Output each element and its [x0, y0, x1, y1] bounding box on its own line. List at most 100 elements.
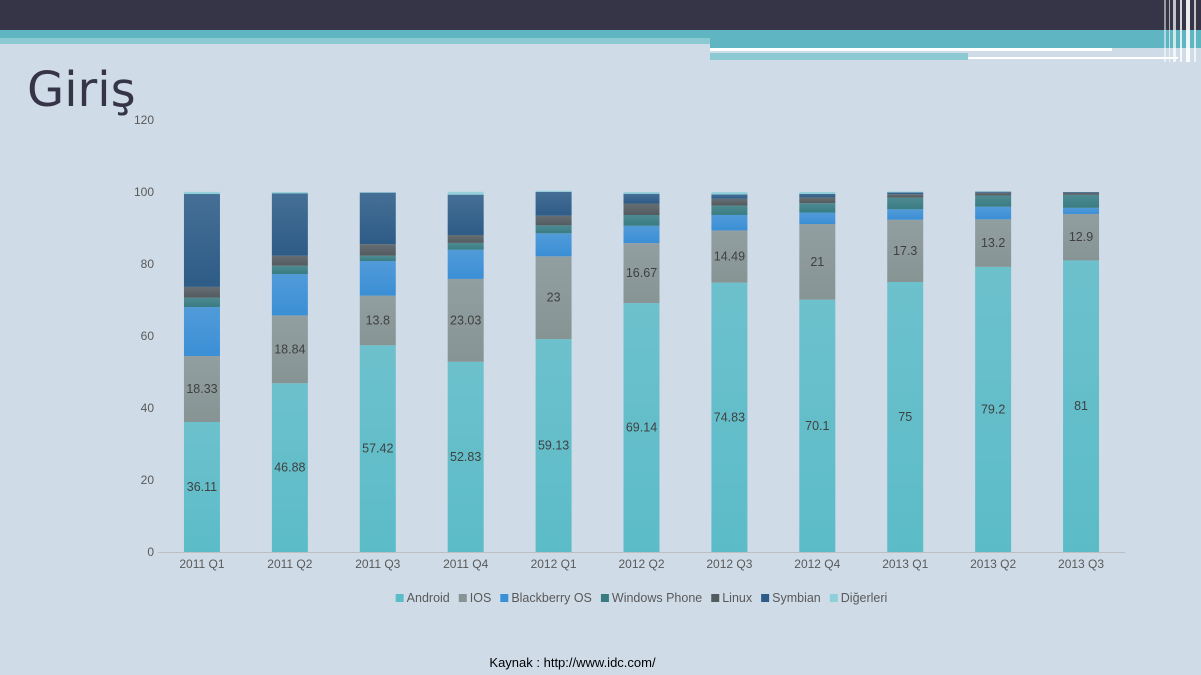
bar-segment: [623, 225, 660, 244]
bar-segment: [887, 197, 924, 210]
bar-segment: [887, 191, 924, 193]
bar-segment: [183, 307, 220, 357]
legend-label: IOS: [470, 591, 492, 605]
bar-segment: [1063, 192, 1100, 195]
bar-segment: [359, 345, 396, 552]
bar-segment: [359, 255, 396, 262]
bar-segment: [711, 198, 748, 206]
y-tick-label: 80: [141, 257, 155, 271]
bar-segment: [271, 274, 308, 316]
legend-label: Android: [407, 591, 450, 605]
bar-segment: [535, 191, 572, 216]
bar-segment: [359, 295, 396, 346]
bar-segment: [271, 383, 308, 552]
bar-segment: [623, 243, 660, 304]
accent-stripe-right: [710, 38, 1201, 48]
bar-segment: [447, 249, 484, 279]
data-label: 36.11: [187, 480, 217, 494]
data-label: 13.2: [981, 236, 1005, 250]
bar-segment: [887, 194, 924, 198]
legend-swatch: [500, 594, 509, 602]
x-tick-label: 2012 Q4: [794, 557, 840, 571]
bar-segment: [799, 203, 836, 213]
legend-swatch: [711, 594, 720, 602]
data-label: 23: [547, 291, 561, 305]
bar-segment: [359, 261, 396, 296]
data-label: 57.42: [362, 442, 393, 456]
data-label: 16.67: [626, 266, 657, 280]
accent-stripe: [0, 30, 1201, 38]
bar-segment: [799, 224, 836, 300]
legend-label: Diğerleri: [841, 591, 888, 605]
data-label: 52.83: [450, 450, 481, 464]
bar-segment: [183, 297, 220, 308]
slide-title: Giriş: [27, 62, 136, 118]
bar-segment: [975, 192, 1012, 196]
bar-segment: [447, 278, 484, 362]
bar-segment: [975, 219, 1012, 267]
data-label: 17.3: [893, 244, 917, 258]
bar-segment: [711, 282, 748, 552]
y-tick-label: 0: [147, 545, 154, 559]
bar-segment: [1063, 192, 1100, 193]
data-label: 23.03: [450, 313, 481, 327]
legend-swatch: [600, 594, 609, 602]
bar-segment: [799, 192, 836, 194]
bar-segment: [271, 193, 308, 256]
bar-segment: [1063, 194, 1100, 208]
bar-segment: [799, 212, 836, 225]
data-label: 21: [810, 255, 824, 269]
x-tick-label: 2013 Q2: [970, 557, 1016, 571]
legend-swatch: [395, 594, 404, 602]
bar-segment: [887, 209, 924, 220]
bar-segment: [887, 192, 924, 195]
bar-segment: [447, 242, 484, 250]
x-tick-label: 2011 Q2: [267, 557, 312, 571]
x-tick-label: 2011 Q4: [443, 557, 488, 571]
data-label: 70.1: [805, 419, 829, 433]
bar-segment: [535, 256, 572, 340]
bar-segment: [535, 225, 572, 234]
y-tick-label: 120: [134, 113, 154, 127]
bar-segment: [1063, 260, 1100, 552]
legend-swatch: [761, 594, 770, 602]
data-label: 18.84: [274, 342, 305, 356]
data-label: 69.14: [626, 421, 657, 435]
y-tick-label: 100: [134, 185, 154, 199]
bar-segment: [359, 192, 396, 245]
legend-swatch: [458, 594, 467, 602]
legend-label: Linux: [722, 591, 753, 605]
bar-segment: [975, 195, 1012, 207]
bar-segment: [447, 234, 484, 243]
bar-segment: [799, 197, 836, 204]
bar-segment: [711, 230, 748, 283]
y-tick-label: 60: [141, 329, 155, 343]
bar-segment: [535, 233, 572, 257]
data-label: 18.33: [186, 382, 217, 396]
bar-segment: [271, 191, 308, 194]
accent-stripe-light-right: [710, 53, 968, 60]
bar-segment: [711, 191, 748, 195]
decorative-vertical-lines: [1160, 0, 1201, 62]
bar-segment: [1063, 207, 1100, 214]
bar-segment: [711, 194, 748, 199]
bar-segment: [975, 206, 1012, 220]
white-accent-line: [710, 48, 1112, 51]
data-label: 75: [898, 410, 912, 424]
bar-segment: [623, 203, 660, 216]
data-label: 81: [1074, 399, 1088, 413]
bar-segment: [535, 339, 572, 552]
top-bar: [0, 0, 1201, 30]
bar-segment: [447, 194, 484, 235]
bar-segment: [535, 190, 572, 192]
x-tick-label: 2011 Q1: [179, 557, 224, 571]
legend-label: Blackberry OS: [511, 591, 592, 605]
data-label: 59.13: [538, 439, 569, 453]
data-label: 46.88: [274, 461, 305, 475]
bar-segment: [623, 193, 660, 204]
bar-segment: [183, 191, 220, 195]
bar-segment: [183, 286, 220, 298]
bar-segment: [975, 266, 1012, 552]
x-tick-label: 2011 Q3: [355, 557, 400, 571]
